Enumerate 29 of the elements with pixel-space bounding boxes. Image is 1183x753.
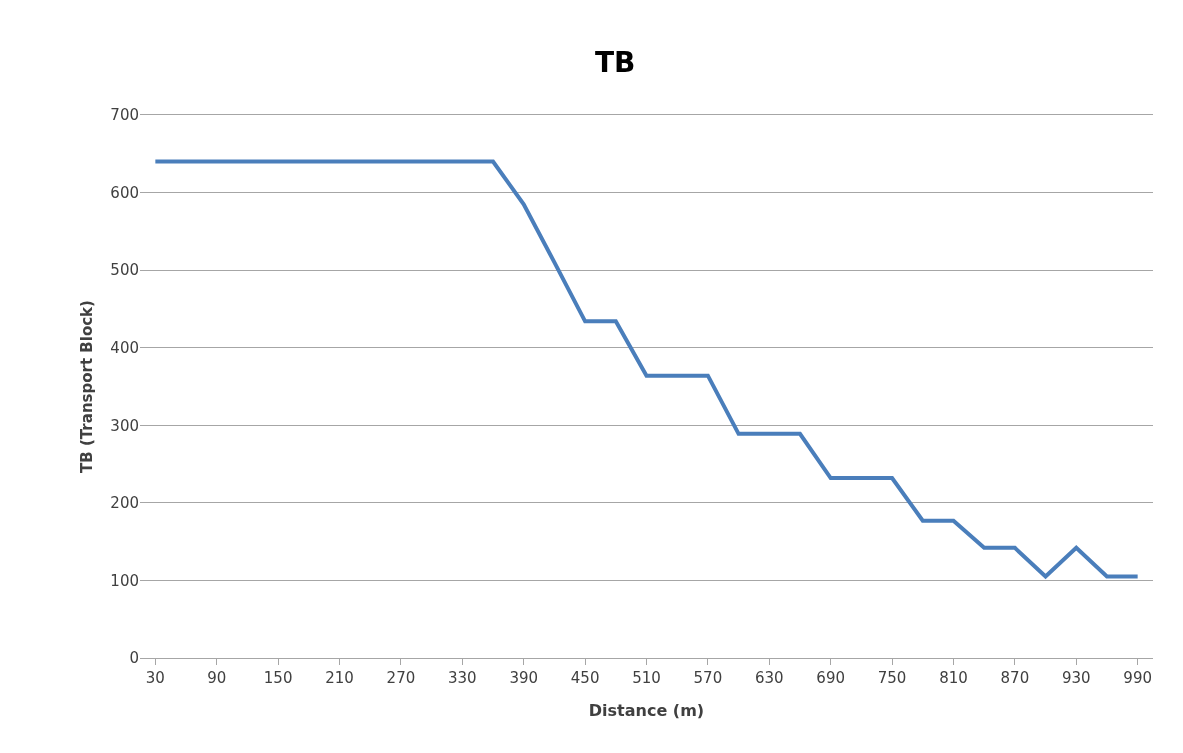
x-tick-label: 30 bbox=[145, 669, 165, 687]
y-tick-label: 100 bbox=[110, 571, 139, 590]
y-tick-label: 500 bbox=[110, 261, 139, 280]
x-tick-label: 390 bbox=[509, 669, 539, 687]
x-tick-label: 270 bbox=[386, 669, 416, 687]
y-tick-label: 700 bbox=[110, 106, 139, 125]
y-tick-label: 200 bbox=[110, 494, 139, 513]
line-series bbox=[153, 159, 1140, 579]
x-tick-label: 870 bbox=[1000, 669, 1030, 687]
x-tick-label: 90 bbox=[207, 669, 227, 687]
x-tick-label: 570 bbox=[693, 669, 723, 687]
y-tick-label: 0 bbox=[129, 649, 139, 668]
x-tick-label: 690 bbox=[816, 669, 845, 687]
x-tick-label: 630 bbox=[754, 669, 784, 687]
chart-title: TB bbox=[594, 46, 636, 80]
y-tick-label: 400 bbox=[110, 338, 139, 357]
x-tick-label: 150 bbox=[263, 669, 293, 687]
x-tick-label: 450 bbox=[570, 669, 600, 687]
y-tick-label: 600 bbox=[110, 183, 139, 202]
x-tick-label: 810 bbox=[939, 669, 968, 687]
x-tick-label: 510 bbox=[632, 669, 661, 687]
x-axis-title: Distance (m) bbox=[588, 701, 705, 720]
y-tick-label: 300 bbox=[110, 416, 139, 435]
x-tick-label: 750 bbox=[877, 669, 907, 687]
x-tick-label: 930 bbox=[1061, 669, 1091, 687]
y-axis-title: TB (Transport Block) bbox=[77, 300, 96, 473]
x-tick-label: 210 bbox=[325, 669, 354, 687]
x-tick-label: 990 bbox=[1123, 669, 1152, 687]
x-tick-label: 330 bbox=[448, 669, 477, 687]
